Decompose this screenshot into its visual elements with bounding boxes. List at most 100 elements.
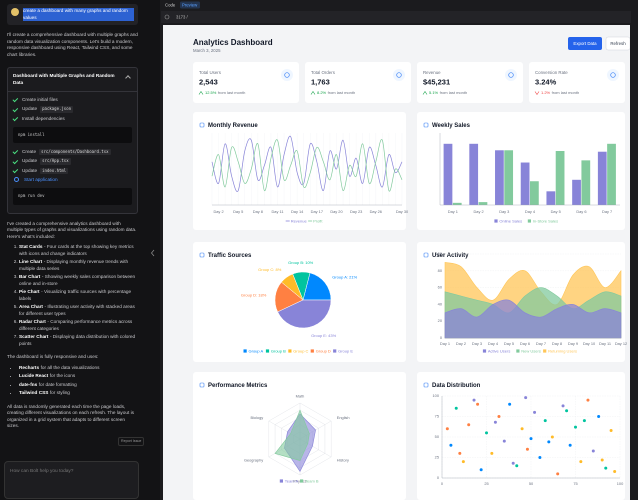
collapse-arrow	[150, 249, 155, 257]
legend-label: Group D	[316, 348, 331, 353]
item-name: Radar Chart	[19, 319, 46, 324]
scatter-point	[609, 428, 613, 432]
scatter-point	[490, 451, 494, 455]
bar	[530, 181, 539, 205]
scatter-point	[582, 419, 586, 423]
y-tick-label: 20	[438, 318, 443, 323]
chat-panel: create a dashboard with many graphs and …	[0, 0, 145, 500]
stat-value: $45,231	[423, 77, 450, 86]
legend-swatch	[310, 349, 314, 353]
bar	[469, 143, 479, 205]
x-tick-label: Day 30	[396, 209, 409, 214]
pie-slice	[302, 272, 332, 301]
item-name: Bar Chart	[19, 274, 41, 279]
artifact[interactable]: Dashboard with Multiple Graphs and Rando…	[7, 67, 138, 214]
list-item: Bar Chart- Showing weekly sales comparis…	[19, 274, 138, 287]
feature-list: Stat Cards- Four cards at the top showin…	[7, 244, 138, 347]
change-note: from last month	[328, 90, 356, 95]
x-tick-label: Day 2	[456, 341, 466, 346]
scatter-point	[520, 427, 524, 431]
chart-card	[193, 112, 406, 230]
scatter-point	[529, 437, 533, 441]
x-tick-label: Day 6	[520, 341, 530, 346]
stat-value: 3.24%	[535, 77, 557, 86]
change-value: 1.2%	[541, 90, 551, 95]
y-tick-label: 75	[435, 414, 439, 419]
scatter-point	[461, 460, 465, 464]
legend-label: Group B	[271, 348, 286, 353]
stat-icon	[607, 69, 619, 81]
pie-label: Group B: 10%	[288, 260, 314, 265]
change-value: 5.1%	[429, 90, 439, 95]
x-tick-label: 0	[441, 481, 444, 486]
chart-title: Weekly Sales	[432, 123, 471, 129]
stat-icon	[393, 69, 405, 81]
stat-value: 1,763	[311, 77, 330, 86]
trend-arrow	[198, 90, 204, 95]
x-tick-label: Day 4	[488, 341, 499, 346]
x-tick-label: 50	[529, 481, 534, 486]
legend-label: In-Store Sales	[533, 218, 558, 223]
item-name: Area Chart	[19, 304, 43, 309]
bar	[597, 151, 607, 205]
step-icon	[12, 158, 19, 164]
scatter-point	[524, 396, 528, 400]
x-tick-label: Day 2	[213, 209, 223, 214]
button-label[interactable]: Refresh	[610, 41, 626, 46]
scatter-point	[445, 427, 449, 431]
tab[interactable]: Preview	[182, 2, 198, 7]
tab[interactable]: Code	[165, 2, 176, 7]
legend-swatch	[279, 479, 283, 483]
stat-icon-glyph	[396, 72, 402, 78]
command: npm run dev	[18, 193, 45, 198]
legend-swatch	[300, 479, 304, 483]
y-tick-label: 25	[435, 455, 439, 460]
stat-change: 1.2% from last month	[541, 90, 579, 95]
x-tick-label: Day 11	[271, 209, 283, 214]
radar-axis-label: Math	[296, 394, 305, 399]
command: npm install	[18, 131, 45, 137]
legend-label: Group C	[293, 348, 308, 353]
button[interactable]	[568, 37, 602, 50]
chat-input[interactable]: How can Bolt help you today?	[4, 461, 139, 499]
radar-axis-label: Biology	[250, 415, 263, 420]
bar	[555, 151, 565, 205]
item-name: date-fns	[19, 381, 38, 387]
bar	[452, 202, 462, 205]
step-icon	[12, 106, 19, 112]
scatter-point	[579, 460, 583, 464]
x-tick-label: Day 6	[576, 209, 586, 214]
scatter-point	[543, 419, 547, 423]
y-tick-label: 80	[438, 268, 443, 273]
scatter-point	[476, 402, 480, 406]
user-message: create a dashboard with many graphs and …	[7, 4, 138, 25]
step-text: Update	[22, 158, 38, 163]
button-label[interactable]: Export Data	[573, 41, 597, 46]
step-text: Create	[22, 148, 37, 154]
step-code: package.json	[40, 106, 74, 113]
legend-label: Group A	[249, 348, 264, 353]
report-issue[interactable]: Report Issue	[118, 437, 145, 446]
scatter-point	[586, 398, 590, 402]
item-desc: for styling	[49, 390, 70, 395]
change-value: 8.2%	[317, 90, 327, 95]
step: Create initial files	[8, 95, 137, 105]
legend-swatch	[288, 349, 292, 353]
stat-change: 12.5% from last month	[205, 90, 245, 95]
scatter-point	[568, 443, 572, 447]
step-text: Install dependencies	[22, 115, 65, 121]
scatter-point	[533, 410, 537, 414]
artifact-header[interactable]: Dashboard with Multiple Graphs and Rando…	[8, 68, 137, 92]
chart-card	[417, 372, 625, 500]
legend-swatch	[243, 349, 247, 353]
legend-label: Team A	[285, 478, 299, 483]
x-tick-label: Day 20	[330, 209, 343, 214]
chart-title: Performance Metrics	[208, 383, 268, 389]
scatter-point	[613, 469, 617, 473]
item-desc: - Displaying data distribution with colo…	[19, 334, 136, 346]
legend-swatch	[494, 219, 498, 223]
stat-label: Conversion Rate	[535, 70, 568, 75]
avatar	[11, 8, 19, 16]
scatter-point	[497, 415, 501, 418]
